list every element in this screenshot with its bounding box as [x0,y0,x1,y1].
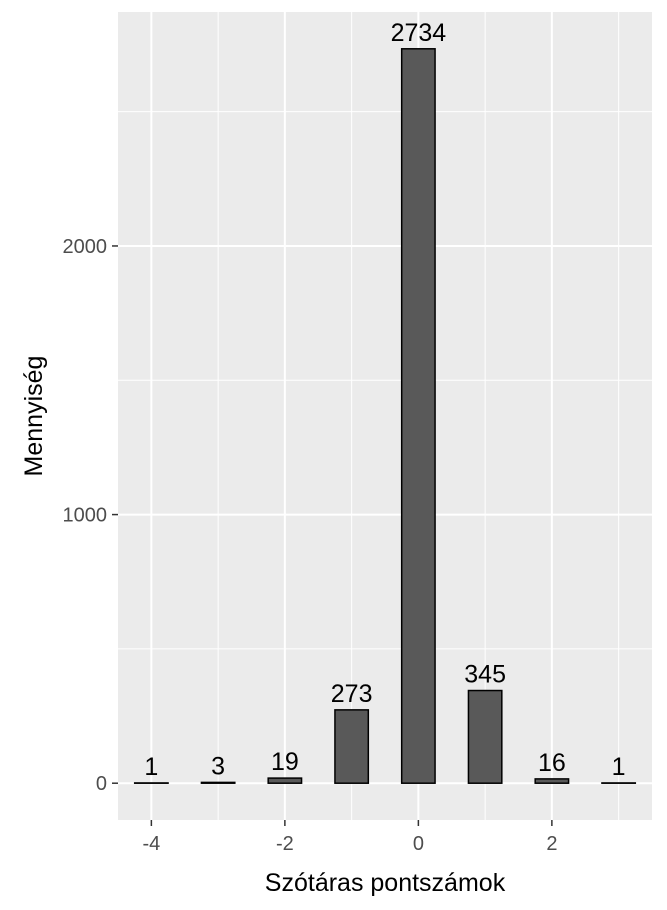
data-labels: 1 3 19 273 2734 345 16 1 [144,19,625,781]
bar [534,778,570,784]
y-tick-label: 2000 [63,236,108,258]
bar [267,777,303,784]
bar [467,689,503,784]
x-tick-label: -4 [142,833,160,855]
y-axis: 0 1000 2000 [63,236,118,795]
y-tick-label: 0 [96,773,107,795]
bar-value-label: 1 [144,753,158,781]
bar-value-label: 16 [538,749,566,777]
bar-value-label: 345 [464,661,506,689]
bar-value-label: 2734 [391,19,447,47]
bar-value-label: 3 [211,752,225,780]
grid-minor [118,12,652,820]
bar-value-label: 273 [331,680,373,708]
x-axis: -4 -2 0 2 [142,820,557,855]
bar [200,781,236,784]
bars [133,48,637,784]
bar-value-label: 19 [271,748,299,776]
y-tick-label: 1000 [63,505,108,527]
x-tick-label: 0 [413,833,424,855]
x-tick-label: -2 [276,833,294,855]
bar [334,709,370,784]
plot-panel [118,12,652,820]
x-tick-label: 2 [546,833,557,855]
bar [400,48,436,784]
bar-value-label: 1 [612,753,626,781]
x-axis-title: Szótáras pontszámok [265,869,506,897]
y-axis-title: Mennyiség [20,356,48,477]
